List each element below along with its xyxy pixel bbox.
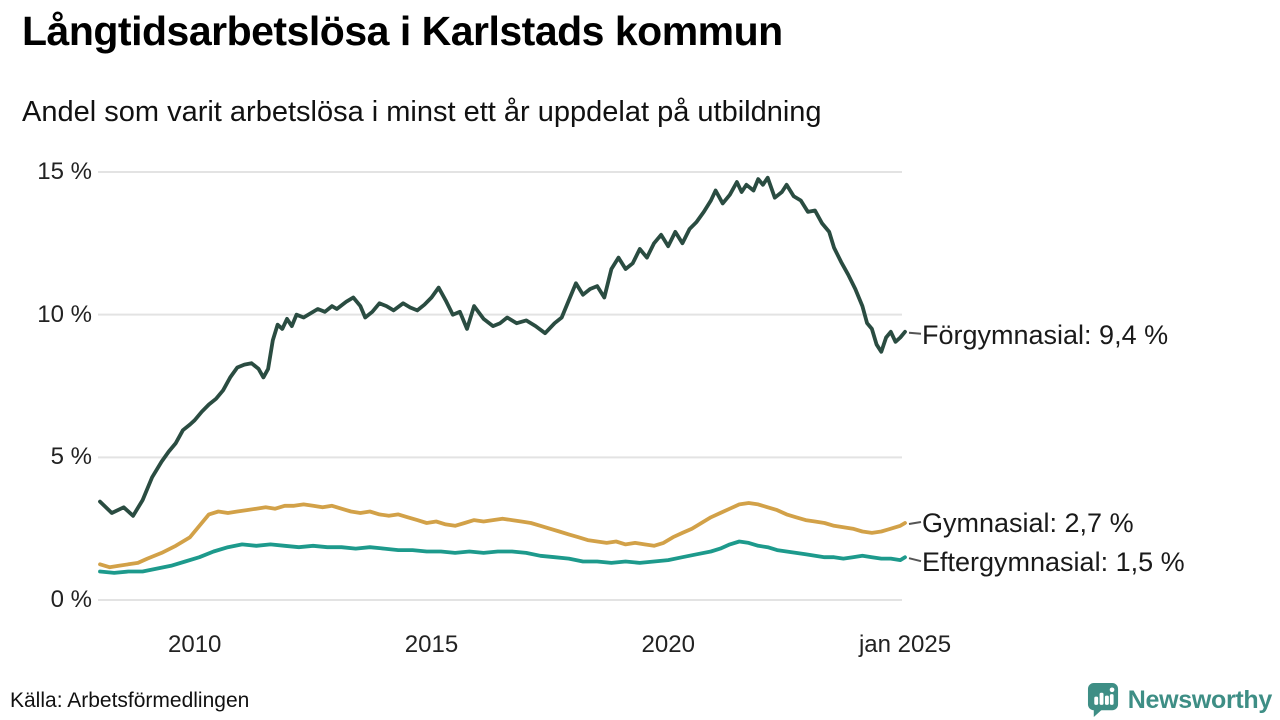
x-axis-tick-label: 2015 (404, 631, 459, 658)
label-leader-dash (908, 557, 922, 563)
newsworthy-icon (1087, 683, 1118, 717)
series-label-eftergymnasial: Eftergymnasial: 1,5 % (922, 547, 1185, 578)
x-axis-tick-label: jan 2025 (858, 631, 952, 658)
series-label-forgymnasial: Förgymnasial: 9,4 % (922, 319, 1169, 350)
y-axis-tick-label: 5 % (50, 443, 92, 471)
y-axis-tick-label: 0 % (50, 586, 92, 613)
newsworthy-wordmark: Newsworthy (1127, 685, 1273, 714)
series-line-gymnasial (98, 501, 907, 570)
newsworthy-logo: Newsworthy (1087, 682, 1272, 718)
chart-title: Långtidsarbetslösa i Karlstads kommun (22, 8, 783, 54)
series-line-förgymnasial (98, 175, 907, 518)
y-axis-tick-label: 10 % (37, 300, 92, 328)
label-leader-dash (908, 520, 922, 525)
source-note: Källa: Arbetsförmedlingen (10, 689, 250, 712)
label-leader-dash (908, 331, 922, 335)
series-line-eftergymnasial (98, 539, 907, 575)
series-label-gymnasial: Gymnasial: 2,7 % (922, 507, 1134, 538)
y-axis-tick-label: 15 % (37, 158, 92, 185)
x-axis-tick-label: 2010 (168, 631, 222, 658)
chart-subtitle: Andel som varit arbetslösa i minst ett å… (22, 96, 822, 128)
x-axis-tick-label: 2020 (641, 631, 695, 658)
